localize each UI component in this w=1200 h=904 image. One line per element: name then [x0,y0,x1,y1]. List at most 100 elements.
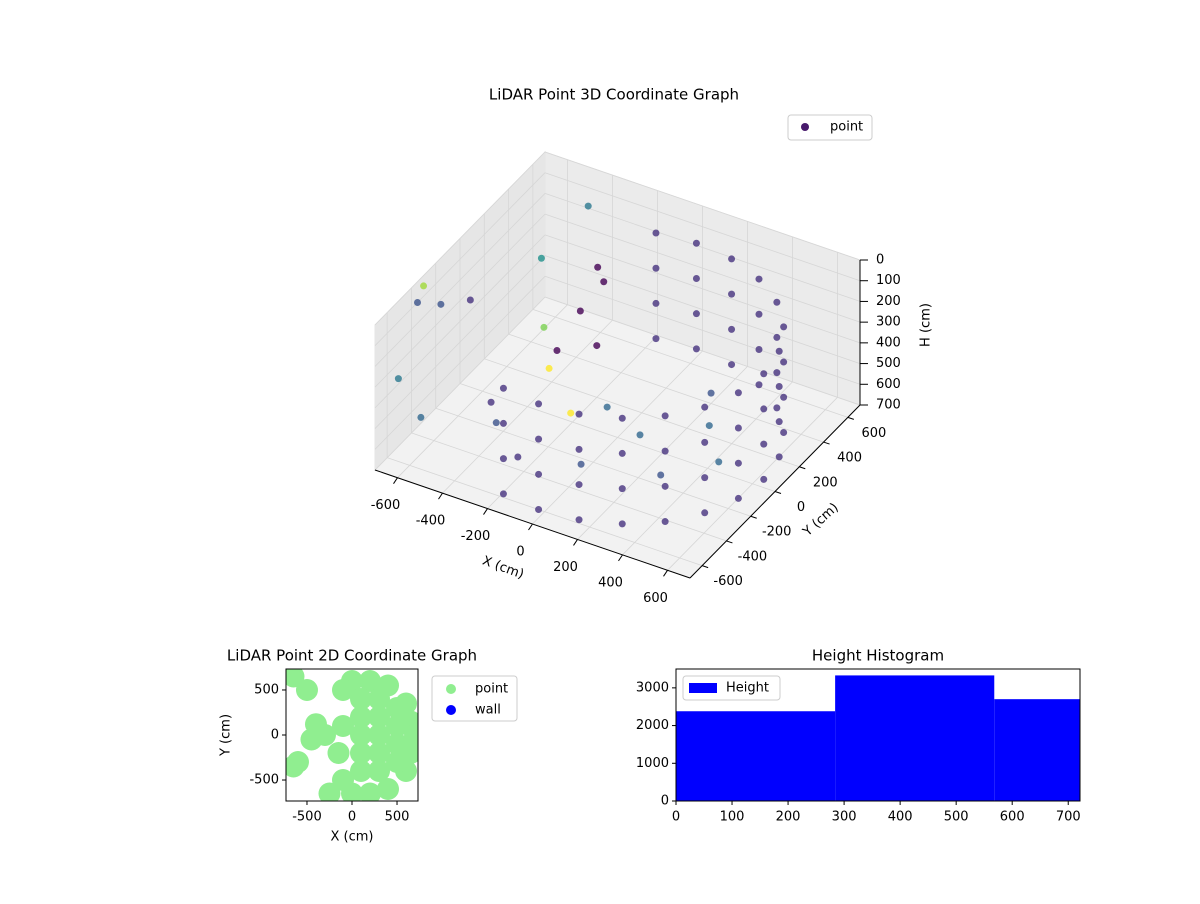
z-tick-label: 400 [876,335,901,350]
legend-box [787,114,873,141]
point [487,398,495,406]
point [331,714,354,737]
point [584,202,592,210]
grid-line [374,151,546,326]
point [600,278,608,286]
point [576,307,584,315]
point [537,254,545,262]
point [728,255,736,263]
point [715,458,723,466]
point [775,418,783,426]
point [286,751,309,774]
bar [835,675,995,801]
point [755,346,763,354]
x-tick [618,554,623,562]
point [545,364,553,372]
point [692,345,700,353]
point [499,419,507,427]
point [499,490,507,498]
point [734,389,742,397]
point [386,714,409,737]
point [661,482,669,490]
point [350,742,373,765]
y-axis-label: Y (cm) [800,500,842,540]
x-axis-label: X (cm) [331,830,374,845]
x-tick-label: 300 [832,810,857,825]
grid-line [508,333,824,443]
y-tick-label: 3000 [636,680,669,695]
point [575,445,583,453]
y-tick-label: 0 [661,794,669,809]
point [773,333,781,341]
point [775,347,783,355]
y-tick [750,515,757,519]
point [707,389,715,397]
point [780,323,788,331]
point [701,438,709,446]
y-tick-label: -600 [713,574,743,589]
point [661,518,669,526]
point [773,404,781,412]
point [492,419,500,427]
point [575,516,583,524]
point [773,369,781,377]
y-tick-label: 0 [271,728,279,743]
z-tick-label: 300 [876,315,901,330]
point [359,669,382,692]
point [514,453,522,461]
point [540,323,548,331]
point [705,422,713,430]
y-tick [847,416,855,420]
grid-line [374,172,546,346]
y-tick-label: 600 [861,426,886,441]
legend-label: point [475,682,508,697]
x-tick-label: 400 [888,810,913,825]
x-tick [528,523,533,531]
bar [994,699,1080,801]
point [368,742,391,765]
point [567,409,575,417]
point [414,298,421,306]
x-tick [573,539,578,546]
point [755,381,763,389]
z-tick-label: 600 [876,377,901,392]
x-tick-label: -400 [416,514,446,529]
grid-line [459,383,776,492]
point [420,282,428,290]
legend-box [682,675,781,701]
grid-line [544,172,861,282]
y-tick-label: 0 [797,500,805,515]
point [652,335,660,343]
point [701,509,709,517]
point [466,296,474,304]
legend-label: Height [726,681,769,696]
point [775,382,783,390]
point [350,687,373,710]
axes-frame [675,668,1081,802]
point [661,412,669,420]
grid-line [374,213,546,388]
point [780,358,788,366]
legend-marker [801,123,809,131]
point [701,403,709,411]
y-tick-label: 400 [837,451,862,466]
grid-line [532,308,848,418]
legend-marker [689,683,717,693]
point [295,678,318,701]
y-tick [799,466,806,470]
point [331,769,354,792]
grid-line [544,255,861,364]
point [734,459,742,467]
point [553,347,561,355]
point [780,428,788,436]
y-tick-label: -400 [738,549,768,564]
point [368,705,391,728]
point [368,724,391,746]
x-tick-label: 0 [672,810,680,825]
plot-area [286,669,418,801]
point [755,310,763,318]
point [368,687,391,710]
point [734,494,742,502]
